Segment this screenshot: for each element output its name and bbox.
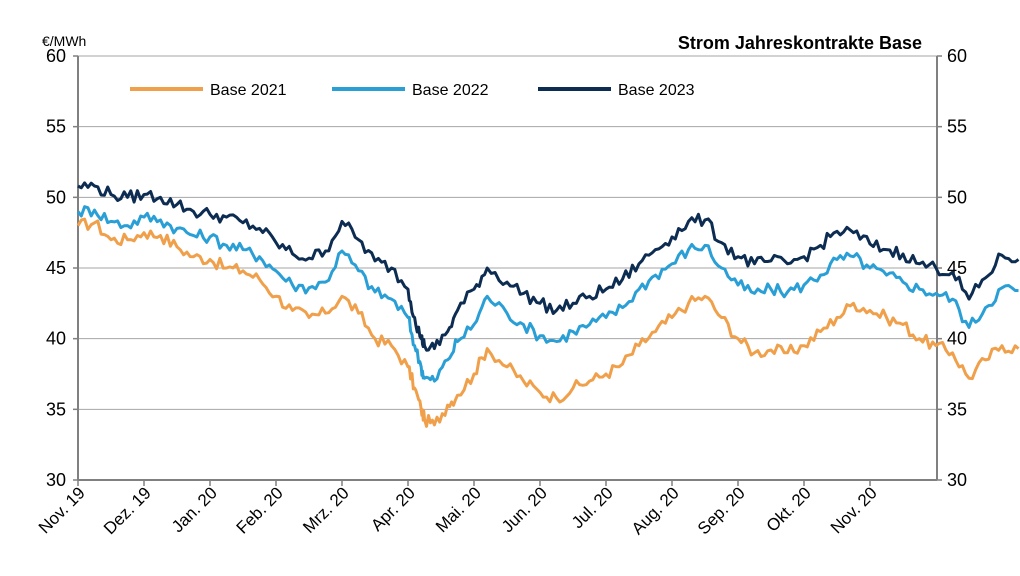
x-tick-label: Apr. 20 [367, 483, 419, 535]
y-tick-label-right: 35 [947, 399, 967, 419]
y-axis-left-ticks: 30 35 40 45 50 55 60 [46, 46, 66, 490]
x-tick-label: Jun. 20 [498, 483, 551, 536]
series-line-base-2023 [77, 181, 1020, 352]
y-tick-label-right: 30 [947, 470, 967, 490]
legend-label-base-2022: Base 2022 [412, 82, 489, 99]
series-line-base-2022 [76, 205, 1019, 383]
y-tick-label-left: 55 [46, 117, 66, 137]
x-tick-label: Jan. 20 [168, 483, 221, 536]
x-tick-label: Aug. 20 [628, 483, 683, 538]
y-tick-label-right: 60 [947, 46, 967, 66]
chart-title: Strom Jahreskontrakte Base [678, 33, 922, 53]
x-tick-label: Feb. 20 [233, 483, 287, 537]
x-axis-ticks: Nov. 19 Dez. 19 Jan. 20 Feb. 20 Mrz. 20 Apr. … [35, 480, 881, 538]
y-tick-label-left: 30 [46, 470, 66, 490]
y-unit-label: €/MWh [42, 33, 86, 49]
y-tick-label-right: 40 [947, 329, 967, 349]
y-tick-label-left: 45 [46, 258, 66, 278]
gridlines [73, 55, 942, 481]
legend-label-base-2021: Base 2021 [210, 82, 287, 99]
x-tick-label: Nov. 19 [35, 483, 89, 537]
y-tick-label-left: 50 [46, 187, 66, 207]
legend: Base 2021 Base 2022 Base 2023 [130, 82, 695, 99]
series-lines [76, 181, 1020, 428]
y-tick-label-left: 40 [46, 329, 66, 349]
x-tick-label: Mai. 20 [432, 483, 485, 536]
y-tick-label-right: 55 [947, 117, 967, 137]
x-tick-label: Mrz. 20 [299, 483, 353, 537]
x-tick-label: Sep. 20 [694, 483, 749, 538]
x-tick-label: Okt. 20 [763, 483, 815, 535]
x-tick-label: Jul. 20 [568, 483, 617, 532]
x-tick-label: Nov. 20 [827, 483, 881, 537]
y-tick-label-left: 60 [46, 46, 66, 66]
y-tick-label-left: 35 [46, 399, 66, 419]
series-line-base-2021 [76, 217, 1020, 428]
y-tick-label-right: 50 [947, 187, 967, 207]
legend-label-base-2023: Base 2023 [618, 82, 695, 99]
x-tick-label: Dez. 19 [100, 483, 155, 538]
